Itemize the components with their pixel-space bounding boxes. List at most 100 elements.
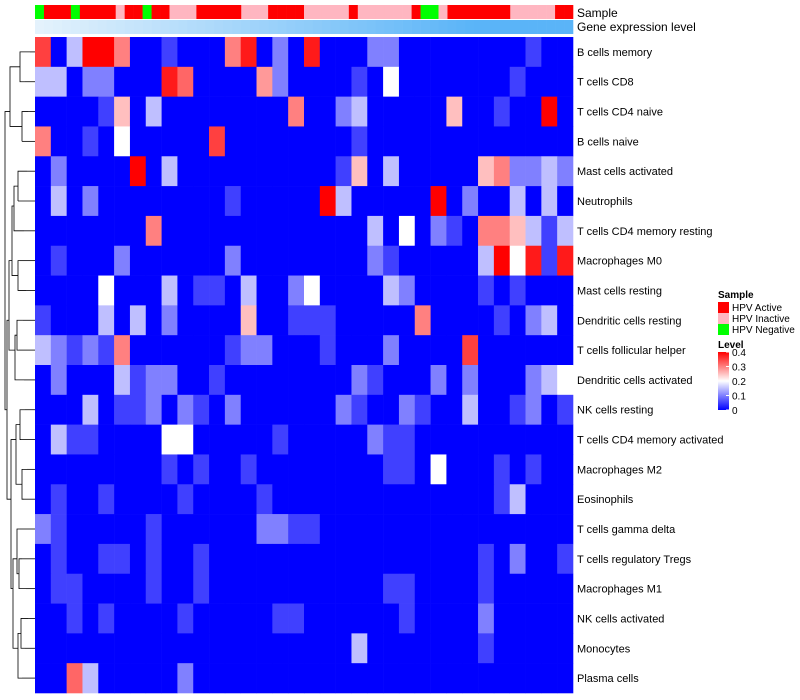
heatmap-cell [335,305,352,336]
heatmap-cell [446,663,463,694]
heatmap-cell [304,394,321,425]
heatmap-cell [557,96,574,127]
heatmap-cell [177,37,194,68]
heatmap-cell [114,543,131,575]
heatmap-cell [304,186,321,217]
heatmap-cell [240,663,257,694]
heatmap-cell [414,424,431,455]
heatmap-cell [525,394,542,425]
heatmap-cell [129,394,147,425]
heatmap-cell [145,424,162,455]
heatmap-cell [557,156,574,187]
sample-annotation-cell [519,5,529,19]
heatmap-cell [351,424,368,455]
heatmap-cell [430,633,447,664]
expression-annotation-cell [286,20,296,34]
heatmap-cell [145,186,162,217]
heatmap-cell [129,275,147,306]
heatmap-cell [351,156,368,187]
heatmap-cell [398,394,416,425]
heatmap-cell [304,305,321,336]
heatmap-cell [209,424,226,455]
heatmap-cell [367,305,384,336]
expression-annotation-cell [456,20,466,34]
heatmap-cell [478,514,495,545]
heatmap-cell [509,37,526,68]
heatmap-cell [272,394,289,425]
heatmap-cell [525,305,542,336]
heatmap-cell [557,335,574,366]
expression-annotation-cell [151,20,161,34]
heatmap-cell [493,66,510,97]
expression-annotation-cell [205,20,215,34]
heatmap-cell [351,66,368,97]
heatmap-cell [288,543,305,575]
heatmap-cell [351,126,368,157]
heatmap-cell [446,275,463,306]
row-label: Mast cells activated [577,166,673,178]
heatmap-cell [161,543,178,575]
heatmap-cell [462,543,479,575]
heatmap-cell [319,186,336,217]
heatmap-cell [66,424,83,455]
heatmap-cell [161,633,178,664]
expression-annotation-cell [510,20,520,34]
legend-label-inactive: HPV Inactive [732,314,790,325]
heatmap-cell [66,186,83,217]
heatmap-cell [224,37,241,68]
heatmap-cell [319,454,336,485]
heatmap-cell [541,633,558,664]
dendrogram-branch [19,51,30,83]
heatmap-cell [66,96,83,127]
heatmap-cell [541,335,558,366]
expression-annotation-cell [564,20,574,34]
heatmap-cell [209,245,226,276]
heatmap-cell [35,663,52,694]
expression-annotation-cell [312,20,323,34]
heatmap-cell [367,156,384,187]
heatmap-cell [525,603,542,634]
heatmap-cell [82,365,99,396]
heatmap-cell [224,424,241,455]
heatmap-cell [114,424,131,455]
heatmap-cell [335,454,352,485]
heatmap-cell [177,454,194,485]
heatmap-cell [114,156,131,187]
heatmap-cell [193,633,210,664]
heatmap-cell [367,603,384,634]
heatmap-cell [240,186,257,217]
heatmap-cell [398,245,416,276]
row-label: T cells CD4 memory resting [577,226,713,238]
heatmap-cell [193,484,210,515]
heatmap-cell [145,245,162,276]
heatmap-cell [114,603,131,634]
heatmap-cell [114,66,131,97]
heatmap-cell [446,365,463,396]
heatmap-cell [114,335,131,366]
heatmap-cell [272,245,289,276]
sample-annotation-cell [205,5,215,19]
heatmap-cell [383,424,400,455]
heatmap-cell [367,37,384,68]
dendrogram-branch [17,170,27,201]
dendrogram-branch [10,439,16,590]
heatmap-cell [541,365,558,396]
expression-annotation-cell [348,20,359,34]
expression-annotation-cell [268,20,278,34]
heatmap-cell [557,365,574,396]
heatmap-cell [114,305,131,336]
legend-level-tick-label: 0.1 [732,392,746,403]
legend-level-tick-label: 0.2 [732,377,746,388]
heatmap-cell [145,156,162,187]
heatmap-cell [98,96,115,127]
heatmap-cell [240,335,257,366]
dendrogram-branch [19,409,25,440]
heatmap-cell [161,454,178,485]
row-label: Plasma cells [577,673,639,685]
heatmap-cell [129,96,147,127]
heatmap-cell [478,96,495,127]
heatmap-cell [430,543,447,575]
sample-annotation-cell [70,5,81,19]
heatmap-cell [478,126,495,157]
heatmap-cell [493,305,510,336]
